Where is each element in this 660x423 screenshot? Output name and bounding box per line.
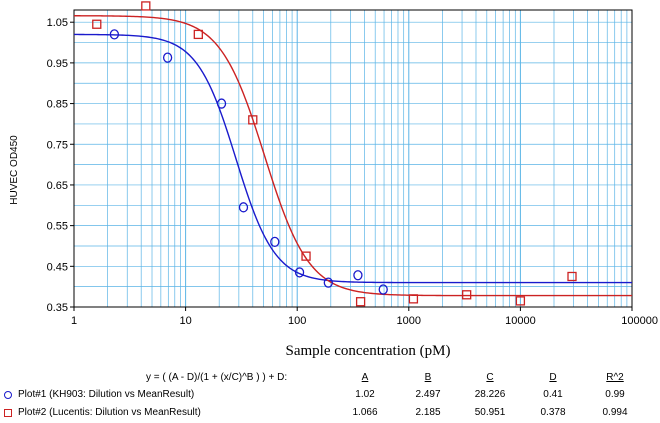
series-2-param-b: 2.185 — [415, 407, 441, 418]
data-point-series-2 — [193, 29, 203, 40]
y-tick-label: 0.65 — [47, 180, 68, 192]
y-tick-label: 0.95 — [47, 58, 68, 70]
data-point-series-2 — [515, 296, 526, 306]
data-point-series-1 — [353, 270, 363, 281]
fit-legend: y = ( (A - D)/(1 + (x/C)^B ) ) + D: A B … — [0, 370, 660, 423]
param-header-d: D — [549, 372, 557, 383]
x-tick-labels: 1 10 100 1000 10000 100000 — [71, 307, 658, 327]
fit-curve-series-1 — [73, 33, 632, 284]
y-tick-label: 0.55 — [47, 221, 68, 233]
x-tick-label: 1 — [71, 315, 77, 327]
data-point-series-2 — [355, 297, 366, 307]
data-point-series-1 — [270, 236, 280, 248]
data-point-series-2 — [92, 19, 102, 29]
series-1-param-a: 1.02 — [355, 389, 375, 400]
x-tick-label: 1000 — [397, 315, 421, 327]
series-2-param-a: 1.066 — [352, 407, 378, 418]
legend-circle-marker — [4, 391, 12, 399]
x-axis-label: Sample concentration (pM) — [286, 343, 451, 359]
grid — [73, 10, 632, 308]
y-axis-label: HUVEC OD450 — [9, 135, 20, 205]
data-point-series-2 — [408, 294, 419, 304]
data-point-series-1 — [378, 284, 388, 295]
data-point-series-2 — [567, 271, 577, 282]
dose-response-chart: 0.350.450.550.650.750.850.951.05 1 10 100 1… — [9, 1, 658, 359]
data-point-series-1 — [162, 52, 173, 63]
series-1-param-c: 28.226 — [474, 389, 506, 400]
legend-series-2-name: Plot#2 (Lucentis: Dilution vs MeanResult… — [18, 407, 201, 418]
data-point-series-1 — [323, 277, 333, 288]
data-point-series-1 — [216, 98, 227, 109]
data-point-series-2 — [462, 290, 472, 300]
data-point-series-2 — [141, 1, 151, 11]
param-header-a: A — [361, 372, 369, 383]
series-1-param-b: 2.497 — [415, 389, 441, 400]
param-header-b: B — [424, 372, 432, 383]
fit-curve-series-2 — [74, 15, 632, 297]
x-tick-label: 10000 — [505, 315, 536, 327]
y-tick-labels: 0.35 0.45 0.55 0.65 0.75 0.85 0.95 1.05 — [47, 17, 74, 314]
x-tick-label: 10 — [179, 315, 191, 327]
data-point-series-1 — [109, 29, 120, 40]
x-tick-label: 100000 — [621, 315, 658, 327]
legend-square-marker — [4, 409, 12, 417]
data-point-series-2 — [301, 251, 311, 261]
data-points — [92, 1, 577, 307]
param-header-r2: R^2 — [606, 372, 624, 383]
y-tick-label: 0.35 — [47, 302, 68, 314]
param-header-c: C — [486, 372, 494, 383]
legend-series-1-name: Plot#1 (KH903: Dilution vs MeanResult) — [18, 389, 195, 400]
series-1-param-d: 0.41 — [543, 389, 563, 400]
series-2-param-d: 0.378 — [540, 407, 566, 418]
data-point-series-1 — [294, 267, 305, 278]
y-tick-label: 1.05 — [47, 17, 68, 29]
series-1-param-r2: 0.99 — [605, 389, 625, 400]
y-tick-label: 0.45 — [47, 261, 68, 273]
x-tick-label: 100 — [288, 315, 306, 327]
plot-frame — [73, 9, 633, 308]
data-point-series-2 — [248, 115, 258, 125]
series-2-param-c: 50.951 — [474, 407, 506, 418]
fit-curves — [73, 15, 632, 297]
y-tick-label: 0.85 — [47, 99, 68, 111]
y-tick-label: 0.75 — [47, 139, 68, 151]
data-point-series-1 — [238, 202, 249, 213]
fit-equation: y = ( (A - D)/(1 + (x/C)^B ) ) + D: — [146, 372, 288, 383]
series-2-param-r2: 0.994 — [602, 407, 628, 418]
